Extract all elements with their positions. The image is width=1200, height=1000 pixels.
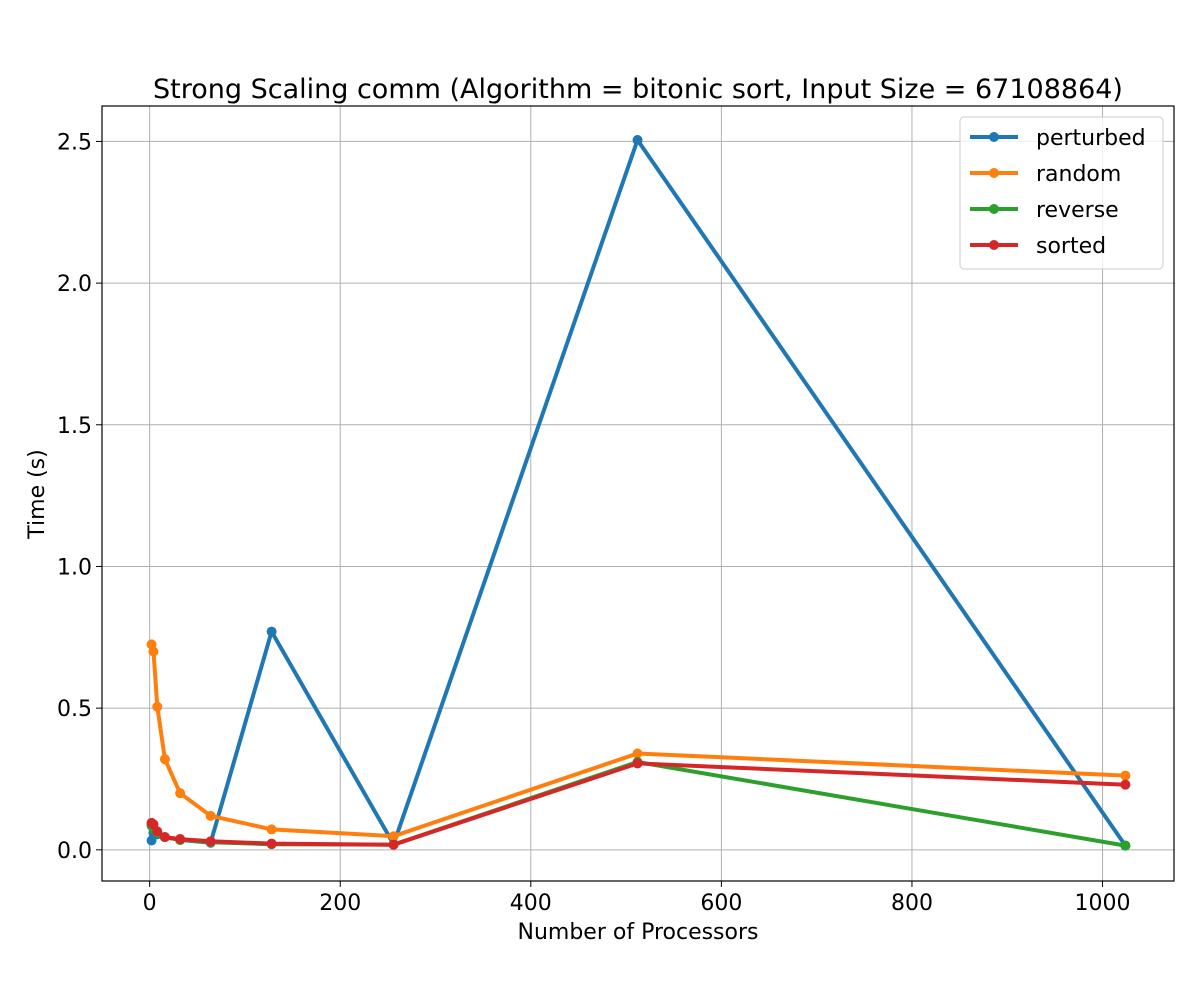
- legend-marker: [989, 204, 999, 214]
- x-tick-label: 200: [319, 891, 361, 916]
- data-point: [632, 748, 643, 759]
- data-point: [632, 135, 643, 146]
- x-axis-label: Number of Processors: [518, 920, 759, 945]
- data-point: [175, 834, 186, 845]
- x-tick-label: 600: [700, 891, 742, 916]
- legend-label: sorted: [1036, 234, 1106, 259]
- series-random: [146, 639, 1131, 842]
- data-point: [205, 836, 216, 847]
- x-tick-label: 800: [891, 891, 933, 916]
- data-point: [148, 646, 159, 657]
- data-point: [152, 826, 163, 837]
- series-sorted: [146, 758, 1131, 850]
- data-point: [152, 701, 163, 712]
- series-layer: [146, 135, 1131, 851]
- data-point: [266, 824, 277, 835]
- y-tick-label: 0.5: [57, 697, 92, 722]
- data-point: [205, 810, 216, 821]
- legend-marker: [989, 240, 999, 250]
- y-tick-label: 0.0: [57, 839, 92, 864]
- legend-item-reverse: reverse: [970, 198, 1119, 223]
- data-point: [632, 758, 643, 769]
- data-point: [175, 788, 186, 799]
- legend-label: reverse: [1036, 198, 1119, 223]
- legend-label: perturbed: [1036, 126, 1146, 151]
- chart-title: Strong Scaling comm (Algorithm = bitonic…: [153, 74, 1123, 105]
- x-tick-label: 1000: [1075, 891, 1131, 916]
- data-point: [1120, 840, 1131, 851]
- data-point: [388, 839, 399, 850]
- data-point: [1120, 770, 1131, 781]
- legend-item-random: random: [970, 162, 1121, 187]
- data-point: [159, 832, 170, 843]
- series-line-random: [149, 643, 1126, 839]
- y-tick-label: 1.0: [57, 555, 92, 580]
- data-point: [159, 754, 170, 765]
- data-point: [266, 838, 277, 849]
- x-axis: 0 200 400 600 800 1000: [143, 881, 1131, 916]
- plot-frame: [101, 105, 1175, 882]
- x-tick-label: 0: [143, 891, 157, 916]
- legend: perturbed random reverse sorted: [959, 116, 1164, 270]
- legend-item-sorted: sorted: [970, 234, 1106, 259]
- legend-marker: [989, 132, 999, 142]
- y-tick-label: 1.5: [57, 414, 92, 439]
- x-tick-label: 400: [510, 891, 552, 916]
- data-point: [388, 831, 399, 842]
- grid: [102, 106, 1174, 881]
- y-axis: 0.0 0.5 1.0 1.5 2.0 2.5: [57, 130, 102, 864]
- legend-item-perturbed: perturbed: [970, 126, 1146, 151]
- legend-marker: [989, 168, 999, 178]
- legend-label: random: [1036, 162, 1121, 187]
- y-axis-label: Time (s): [25, 449, 50, 539]
- y-tick-label: 2.5: [57, 130, 92, 155]
- data-point: [266, 626, 277, 637]
- y-tick-label: 2.0: [57, 272, 92, 297]
- legend-box: [959, 116, 1164, 270]
- data-point: [1120, 779, 1131, 790]
